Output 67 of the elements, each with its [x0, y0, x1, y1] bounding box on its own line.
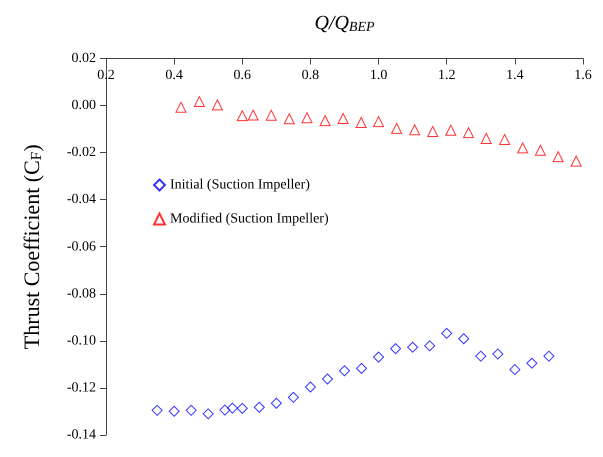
- point: [212, 99, 223, 110]
- x-tick-label: 0.4: [165, 68, 183, 83]
- point: [499, 134, 510, 145]
- point: [236, 402, 248, 414]
- point: [226, 402, 238, 414]
- point: [441, 328, 452, 339]
- point: [302, 112, 313, 124]
- y-tick-label: -0.02: [66, 145, 96, 160]
- point: [356, 362, 368, 374]
- point: [526, 358, 538, 369]
- point: [322, 373, 333, 384]
- point: [202, 408, 214, 420]
- point: [509, 364, 520, 376]
- point: [288, 392, 299, 403]
- x-tick-label: 0.8: [302, 68, 320, 83]
- x-tick-label: 0.6: [234, 68, 252, 83]
- point: [168, 406, 180, 417]
- point: [373, 352, 384, 363]
- point: [390, 343, 402, 354]
- point: [407, 342, 418, 353]
- y-axis-title: Thrust Coefficient (CF): [19, 144, 45, 350]
- point: [339, 365, 350, 376]
- point: [194, 96, 205, 108]
- point: [270, 398, 282, 409]
- legend-label: Initial (Suction Impeller): [170, 178, 310, 192]
- point: [409, 124, 420, 136]
- point: [236, 110, 248, 122]
- y-tick-label: -0.10: [66, 333, 96, 348]
- point: [356, 117, 367, 128]
- y-tick-label: -0.12: [66, 380, 96, 396]
- point: [480, 133, 492, 144]
- y-tick-label: -0.08: [66, 286, 96, 302]
- point: [543, 350, 554, 362]
- point: [373, 116, 384, 128]
- point: [552, 151, 564, 162]
- y-tick-label: 0.02: [72, 51, 96, 66]
- point: [254, 402, 265, 413]
- x-tick-label: 1.6: [574, 68, 592, 83]
- point: [492, 348, 504, 360]
- y-tick-label: -0.04: [66, 192, 96, 208]
- point: [175, 102, 186, 113]
- point: [463, 127, 474, 138]
- y-tick-label: -0.06: [66, 239, 96, 254]
- y-tick-label: 0.00: [72, 98, 96, 114]
- point: [152, 404, 163, 416]
- point: [458, 333, 470, 344]
- x-tick-label: 1.2: [438, 68, 456, 83]
- point: [517, 142, 528, 154]
- point: [219, 404, 230, 416]
- point: [320, 115, 331, 126]
- point: [570, 156, 582, 167]
- point: [186, 404, 197, 416]
- point: [304, 381, 316, 392]
- point: [427, 126, 438, 137]
- point: [248, 109, 259, 120]
- x-tick-label: 1.4: [506, 68, 524, 83]
- point: [445, 124, 456, 136]
- point: [391, 122, 402, 134]
- x-tick-label: 1.0: [370, 68, 388, 83]
- point: [338, 113, 349, 124]
- point: [534, 144, 546, 156]
- y-tick-label: -0.14: [66, 428, 96, 442]
- point: [266, 110, 277, 121]
- point: [475, 350, 486, 362]
- point: [424, 340, 436, 352]
- point: [284, 113, 295, 124]
- legend-label: Modified (Suction Impeller): [170, 212, 329, 226]
